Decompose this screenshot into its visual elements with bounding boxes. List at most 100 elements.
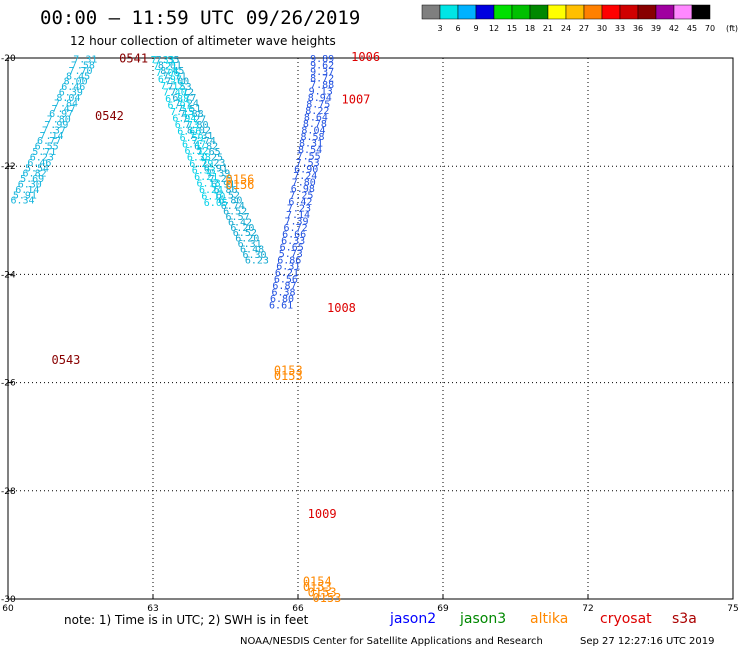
wave-height-label: 6.46 bbox=[27, 158, 51, 169]
wave-height-label: 6.29 bbox=[189, 159, 213, 170]
wave-height-label: 6.39 bbox=[59, 88, 83, 99]
wave-height-label: 7.33 bbox=[151, 55, 175, 66]
wave-height-label: 7.25 bbox=[199, 152, 223, 163]
color-key-label: 12 bbox=[489, 24, 499, 33]
color-key-swatch bbox=[475, 4, 495, 20]
wave-height-label: 6.80 bbox=[270, 294, 294, 305]
x-tick-label: 69 bbox=[437, 604, 449, 614]
wave-height-label: 7.47 bbox=[52, 104, 76, 115]
wave-height-label: 6.55 bbox=[35, 142, 59, 153]
color-key-label: 36 bbox=[633, 24, 643, 33]
x-tick-label: 60 bbox=[2, 604, 14, 614]
color-key-swatch bbox=[547, 4, 567, 20]
wave-height-label: 7.25 bbox=[289, 190, 313, 201]
pass-number-label: 0542 bbox=[95, 109, 124, 123]
wave-height-label: 6.34 bbox=[10, 196, 34, 207]
wave-height-label: 5.73 bbox=[279, 249, 303, 260]
wave-height-label: 7.21 bbox=[153, 62, 177, 73]
pass-number-label: 0153 bbox=[308, 586, 337, 600]
wave-height-label: 7.53 bbox=[168, 82, 192, 93]
color-key-label: 21 bbox=[543, 24, 553, 33]
wave-height-label: 8.01 bbox=[158, 60, 182, 71]
wave-height-label: 7.65 bbox=[197, 147, 221, 158]
wave-height-label: 6.65 bbox=[280, 242, 304, 253]
wave-height-label: 6.97 bbox=[158, 75, 182, 86]
color-key-swatch bbox=[691, 4, 711, 20]
wave-height-label: 6.42 bbox=[228, 217, 252, 228]
wave-height-label: 8.00 bbox=[64, 77, 88, 88]
wave-height-label: 8.78 bbox=[303, 119, 327, 130]
wave-height-label: 6.77 bbox=[172, 93, 196, 104]
wave-height-label: 5.91 bbox=[13, 190, 37, 201]
wave-height-label: 6.86 bbox=[277, 255, 301, 266]
wave-height-label: 6.46 bbox=[61, 82, 85, 93]
wave-height-label: 8.75 bbox=[306, 99, 330, 110]
wave-height-label: 7.14 bbox=[286, 210, 310, 221]
wave-height-label: 6.91 bbox=[211, 180, 235, 191]
chart-subtitle: 12 hour collection of altimeter wave hei… bbox=[70, 34, 336, 48]
wave-height-label: 7.71 bbox=[163, 71, 187, 82]
color-key-swatch bbox=[439, 4, 459, 20]
wave-height-label: 6.24 bbox=[199, 185, 223, 196]
wave-height-label: 7.25 bbox=[209, 174, 233, 185]
wave-height-label: 6.66 bbox=[282, 229, 306, 240]
y-tick-label: -20 bbox=[1, 54, 16, 64]
wave-height-label: 6.57 bbox=[226, 212, 250, 223]
wave-height-label: 5.69 bbox=[20, 174, 44, 185]
pass-number-label: 1009 bbox=[308, 507, 337, 521]
color-key-swatch bbox=[493, 4, 513, 20]
color-key-label: 39 bbox=[651, 24, 661, 33]
wave-height-label: 7.39 bbox=[285, 216, 309, 227]
wave-height-label: 8.31 bbox=[299, 138, 323, 149]
wave-height-label: 7.70 bbox=[68, 66, 92, 77]
wave-height-label: 6.86 bbox=[213, 185, 237, 196]
wave-height-label: 7.84 bbox=[54, 98, 78, 109]
footer-note: note: 1) Time is in UTC; 2) SWH is in fe… bbox=[64, 613, 309, 627]
wave-height-label: 6.31 bbox=[276, 262, 300, 273]
wave-height-label: 6.61 bbox=[269, 301, 293, 312]
y-tick-label: -22 bbox=[1, 162, 16, 172]
wave-height-label: 7.80 bbox=[292, 177, 316, 188]
wave-height-label: 6.91 bbox=[168, 101, 192, 112]
wave-height-label: 6.52 bbox=[184, 146, 208, 157]
wave-height-label: 6.56 bbox=[274, 275, 298, 286]
color-key-swatch bbox=[529, 4, 549, 20]
wave-height-label: 6.10 bbox=[201, 191, 225, 202]
wave-height-label: 6.91 bbox=[204, 163, 228, 174]
color-key-swatch bbox=[421, 4, 441, 20]
wave-height-label: 6.30 bbox=[18, 180, 42, 191]
y-tick-label: -26 bbox=[1, 379, 16, 389]
pass-number-label: 0153 bbox=[274, 364, 303, 378]
pass-number-label: 1006 bbox=[351, 50, 380, 64]
wave-height-label: 7.99 bbox=[44, 120, 68, 131]
wave-height-label: 6.21 bbox=[275, 268, 299, 279]
wave-height-label: 6.72 bbox=[284, 223, 308, 234]
color-key-label: 30 bbox=[597, 24, 607, 33]
wave-height-label: 6.18 bbox=[197, 178, 221, 189]
y-tick-label: -28 bbox=[1, 487, 16, 497]
wave-height-label: 6.33 bbox=[192, 165, 216, 176]
wave-height-label: 9.37 bbox=[310, 67, 334, 78]
wave-height-label: 7.15 bbox=[170, 107, 194, 118]
legend-entry: altika bbox=[530, 611, 568, 627]
wave-height-label: 6.52 bbox=[223, 207, 247, 218]
wave-height-label: 5.71 bbox=[32, 147, 56, 158]
color-key-swatch bbox=[619, 4, 639, 20]
wave-height-label: 7.31 bbox=[189, 131, 213, 142]
wave-height-label: 6.30 bbox=[242, 250, 266, 261]
color-key-swatch bbox=[457, 4, 477, 20]
wave-height-label: 8.45 bbox=[160, 66, 184, 77]
wave-height-label: 6.80 bbox=[218, 196, 242, 207]
color-key-label: 45 bbox=[687, 24, 697, 33]
chart-title: 00:00 – 11:59 UTC 09/26/2019 bbox=[40, 7, 360, 29]
wave-height-label: 6.33 bbox=[281, 236, 305, 247]
pass-number-label: 0153 bbox=[303, 580, 332, 594]
wave-height-label: 7.80 bbox=[184, 120, 208, 131]
wave-height-label: 7.27 bbox=[182, 115, 206, 126]
wave-height-label: 7.40 bbox=[163, 88, 187, 99]
wave-height-label: 6.23 bbox=[30, 152, 54, 163]
pass-number-label: 0543 bbox=[52, 353, 81, 367]
wave-height-label: 6.66 bbox=[177, 126, 201, 137]
y-tick-label: -24 bbox=[1, 270, 16, 280]
